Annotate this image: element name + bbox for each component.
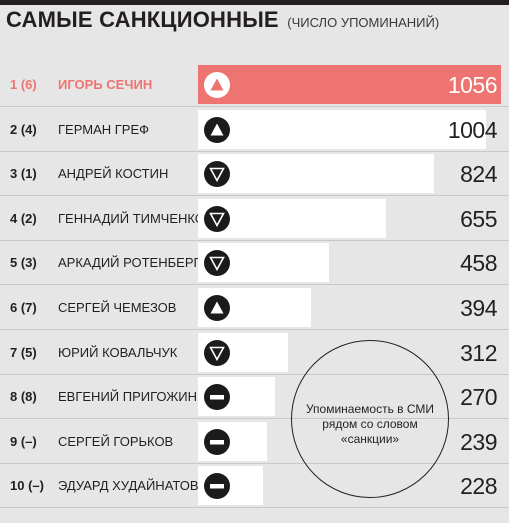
row-divider [0,463,509,464]
trend-same-icon [204,473,230,499]
top-rule [0,0,509,5]
value-label: 1004 [447,117,498,143]
rank-label: 3 (1) [10,166,37,181]
value-label: 824 [460,161,497,187]
row-divider [0,240,509,241]
chart-title: САМЫЕ САНКЦИОННЫЕ [6,7,279,32]
rank-label: 4 (2) [10,211,37,226]
person-name: ГЕРМАН ГРЕФ [58,122,149,137]
value-label: 394 [460,295,497,321]
rank-label: 10 (–) [10,478,44,493]
rank-label: 5 (3) [10,255,37,270]
person-name: СЕРГЕЙ ЧЕМЕЗОВ [58,300,177,315]
rank-label: 6 (7) [10,300,37,315]
rank-label: 9 (–) [10,434,37,449]
trend-up-icon [204,295,230,321]
person-name: ИГОРЬ СЕЧИН [58,77,153,92]
trend-same-icon [204,429,230,455]
row-divider [0,106,509,107]
chart-subtitle: (ЧИСЛО УПОМИНАНИЙ) [287,15,440,30]
person-name: ГЕННАДИЙ ТИМЧЕНКО [58,211,205,226]
value-label: 228 [460,473,497,499]
person-name: ЮРИЙ КОВАЛЬЧУК [58,345,178,360]
bar [198,154,434,193]
value-label: 655 [460,206,497,232]
legend-circle [291,340,449,498]
trend-up-icon [204,72,230,98]
legend-note: Упоминаемость в СМИ рядом со словом «сан… [305,402,435,446]
trend-down-icon [204,250,230,276]
row-divider [0,195,509,196]
row-divider [0,329,509,330]
rank-label: 8 (8) [10,389,37,404]
row-divider [0,284,509,285]
row-divider [0,507,509,508]
trend-down-icon [204,206,230,232]
trend-up-icon [204,117,230,143]
bar [198,110,486,149]
trend-same-icon [204,384,230,410]
value-label: 270 [460,384,497,410]
person-name: АНДРЕЙ КОСТИН [58,166,169,181]
trend-down-icon [204,161,230,187]
row-divider [0,151,509,152]
row-divider [0,374,509,375]
value-label: 1056 [447,72,498,98]
chart-title-block: САМЫЕ САНКЦИОННЫЕ (ЧИСЛО УПОМИНАНИЙ) [6,7,439,33]
row-divider [0,418,509,419]
value-label: 458 [460,250,497,276]
person-name: ЕВГЕНИЙ ПРИГОЖИН [58,389,197,404]
rank-label: 7 (5) [10,345,37,360]
person-name: СЕРГЕЙ ГОРЬКОВ [58,434,174,449]
value-label: 312 [460,340,497,366]
rank-label: 2 (4) [10,122,37,137]
trend-down-icon [204,340,230,366]
person-name: ЭДУАРД ХУДАЙНАТОВ [58,478,199,493]
value-label: 239 [460,429,497,455]
person-name: АРКАДИЙ РОТЕНБЕРГ [58,255,201,270]
bar [198,65,501,104]
rank-label: 1 (6) [10,77,37,92]
